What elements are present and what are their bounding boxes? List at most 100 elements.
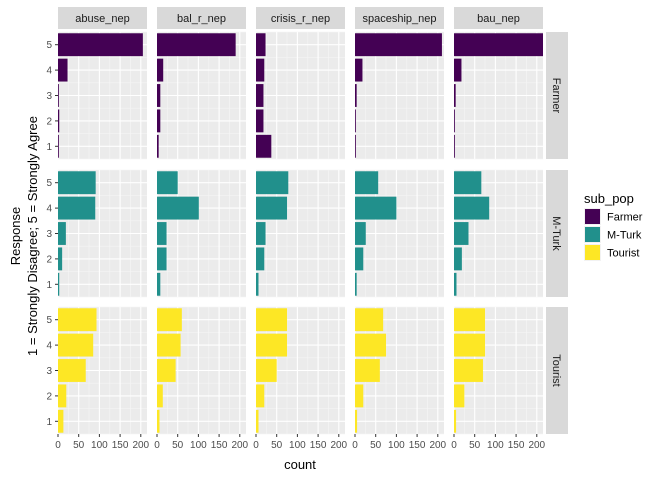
x-tick-label-bal-r-nep-0: 0 (154, 440, 160, 451)
bar-tourist-bal-r-nep-4 (157, 333, 181, 357)
x-tick-label-abuse-nep-200: 200 (132, 440, 149, 451)
bar-m-turk-abuse-nep-1 (58, 272, 60, 296)
bar-m-turk-abuse-nep-5 (58, 171, 96, 195)
facet-strips: abuse_nep bal_r_nep crisis_r_nep spaceship_… (58, 7, 568, 434)
x-tick-label-bal-r-nep-150: 150 (211, 440, 228, 451)
strip-farmer (546, 32, 568, 159)
strip-label-tourist: Tourist (550, 354, 562, 386)
bar-tourist-crisis-r-nep-5 (256, 308, 288, 332)
bar-farmer-bau-nep-4 (454, 58, 462, 82)
x-tick-label-bal-r-nep-50: 50 (172, 440, 184, 451)
bar-tourist-crisis-r-nep-4 (256, 333, 288, 357)
bar-tourist-bal-r-nep-5 (157, 308, 182, 332)
y-tick-label-m-turk-1: 1 (46, 280, 52, 291)
y-tick-label-tourist-1: 1 (46, 417, 52, 428)
bar-farmer-crisis-r-nep-2 (256, 109, 264, 133)
bar-tourist-abuse-nep-2 (58, 384, 67, 408)
strip-label-farmer: Farmer (550, 78, 562, 114)
x-tick-label-spaceship-nep-150: 150 (409, 440, 426, 451)
bar-m-turk-bau-nep-1 (454, 272, 457, 296)
bar-farmer-bal-r-nep-3 (157, 84, 161, 107)
bar-m-turk-abuse-nep-4 (58, 196, 96, 220)
bar-tourist-spaceship-nep-5 (355, 308, 384, 332)
x-tick-label-crisis-r-nep-50: 50 (271, 440, 283, 451)
panel-tourist-crisis-r-nep (255, 306, 345, 435)
bar-farmer-bau-nep-1 (454, 134, 455, 158)
y-tick-label-m-turk-2: 2 (46, 254, 52, 265)
bar-tourist-spaceship-nep-2 (355, 384, 364, 408)
bar-farmer-abuse-nep-1 (58, 134, 59, 158)
panel-tourist-spaceship-nep (354, 306, 444, 435)
y-tick-label-tourist-2: 2 (46, 391, 52, 402)
legend-label-m-turk: M-Turk (607, 230, 642, 242)
y-tick-label-m-turk-3: 3 (46, 229, 52, 240)
bar-tourist-crisis-r-nep-2 (256, 384, 265, 408)
x-tick-label-bal-r-nep-200: 200 (231, 440, 248, 451)
bar-farmer-spaceship-nep-5 (355, 33, 442, 57)
strip-label-crisis-r-nep: crisis_r_nep (271, 13, 330, 25)
bar-farmer-abuse-nep-5 (58, 33, 143, 57)
bar-m-turk-crisis-r-nep-3 (256, 222, 266, 245)
strip-abuse-nep (58, 7, 147, 29)
bar-farmer-bal-r-nep-1 (157, 134, 159, 158)
bar-farmer-crisis-r-nep-3 (256, 84, 264, 107)
x-tick-label-bau-nep-200: 200 (528, 440, 545, 451)
strip-spaceship-nep (355, 7, 444, 29)
bar-farmer-bau-nep-5 (454, 33, 543, 57)
y-tick-label-m-turk-5: 5 (46, 178, 52, 189)
x-axis-label: count (284, 457, 316, 472)
bar-m-turk-crisis-r-nep-4 (256, 196, 288, 220)
bar-farmer-spaceship-nep-4 (355, 58, 363, 82)
bar-m-turk-abuse-nep-3 (58, 222, 66, 245)
x-tick-label-bau-nep-100: 100 (487, 440, 504, 451)
bar-tourist-abuse-nep-5 (58, 308, 97, 332)
bar-m-turk-spaceship-nep-4 (355, 196, 397, 220)
bar-farmer-spaceship-nep-2 (355, 109, 356, 133)
bar-m-turk-abuse-nep-2 (58, 247, 63, 271)
y-axis-label-line-1: Response (8, 207, 23, 266)
panel-tourist-bau-nep (453, 306, 543, 435)
panel-farmer-abuse-nep (57, 31, 147, 160)
bar-m-turk-bal-r-nep-5 (157, 171, 178, 195)
strip-label-bal-r-nep: bal_r_nep (177, 13, 226, 25)
bar-m-turk-crisis-r-nep-5 (256, 171, 289, 195)
bar-farmer-crisis-r-nep-5 (256, 33, 266, 57)
bar-m-turk-bal-r-nep-4 (157, 196, 199, 220)
bar-m-turk-bal-r-nep-3 (157, 222, 167, 245)
bar-m-turk-bal-r-nep-1 (157, 272, 161, 296)
x-tick-label-crisis-r-nep-0: 0 (253, 440, 259, 451)
panel-farmer-bal-r-nep (156, 31, 246, 160)
bar-tourist-abuse-nep-1 (58, 409, 64, 433)
x-tick-label-spaceship-nep-50: 50 (370, 440, 382, 451)
bar-tourist-bal-r-nep-2 (157, 384, 163, 408)
bar-m-turk-crisis-r-nep-2 (256, 247, 265, 271)
bar-farmer-bal-r-nep-5 (157, 33, 236, 57)
x-tick-label-spaceship-nep-100: 100 (388, 440, 405, 451)
bar-farmer-bau-nep-3 (454, 84, 456, 107)
y-tick-label-farmer-3: 3 (46, 91, 52, 102)
bar-m-turk-bau-nep-5 (454, 171, 482, 195)
x-tick-label-crisis-r-nep-100: 100 (289, 440, 306, 451)
legend-label-farmer: Farmer (607, 212, 643, 224)
panel-farmer-spaceship-nep (354, 31, 444, 160)
panel-farmer-crisis-r-nep (255, 31, 345, 160)
bar-tourist-bal-r-nep-1 (157, 409, 160, 433)
legend-label-tourist: Tourist (607, 248, 639, 260)
bar-m-turk-bau-nep-2 (454, 247, 462, 271)
strip-label-m-turk: M-Turk (550, 216, 562, 251)
bar-farmer-abuse-nep-2 (58, 109, 60, 133)
bar-farmer-crisis-r-nep-4 (256, 58, 265, 82)
bar-m-turk-spaceship-nep-2 (355, 247, 364, 271)
y-tick-label-farmer-1: 1 (46, 142, 52, 153)
bar-farmer-spaceship-nep-1 (355, 134, 356, 158)
bar-tourist-bau-nep-5 (454, 308, 486, 332)
bar-tourist-bau-nep-4 (454, 333, 486, 357)
panel-tourist-abuse-nep (57, 306, 147, 435)
strip-bal-r-nep (157, 7, 246, 29)
x-tick-label-abuse-nep-100: 100 (91, 440, 108, 451)
y-tick-label-tourist-4: 4 (46, 341, 52, 352)
legend-swatch-tourist (585, 245, 600, 260)
x-tick-label-bau-nep-0: 0 (451, 440, 457, 451)
panel-m-turk-bau-nep (453, 169, 543, 298)
legend-swatch-farmer (585, 209, 600, 224)
